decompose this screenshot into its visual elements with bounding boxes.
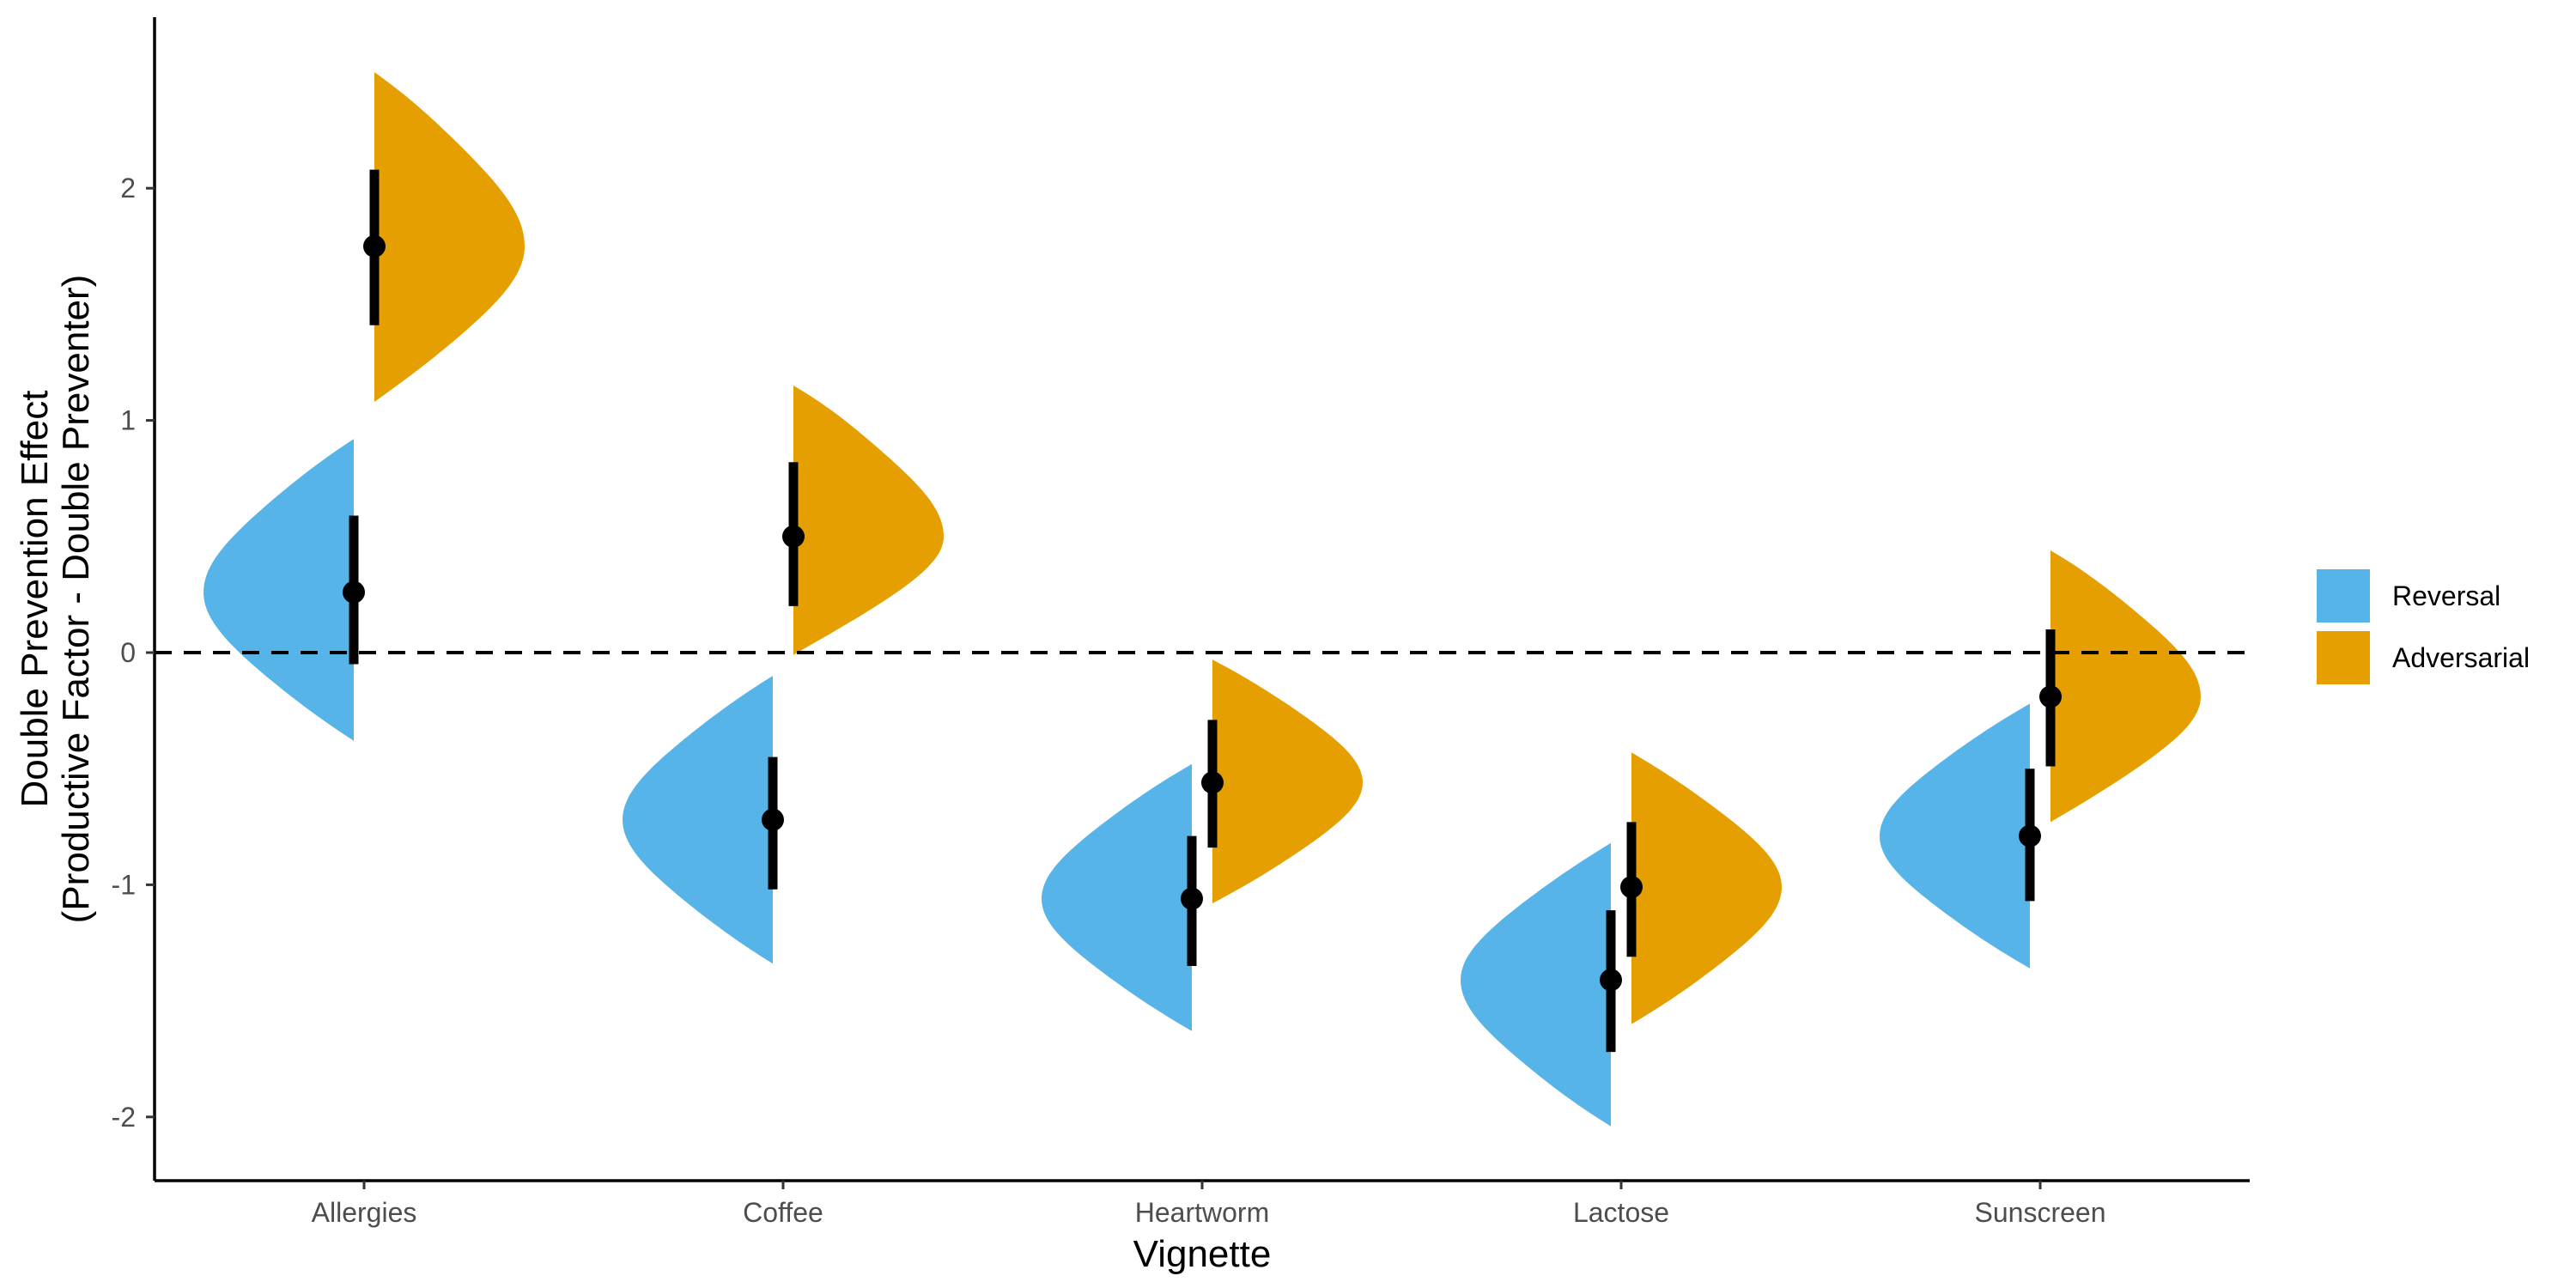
violin-adversarial-sunscreen	[2050, 550, 2201, 823]
violin-reversal-lactose	[1461, 842, 1611, 1127]
y-tick-label: -2	[112, 1102, 136, 1133]
legend-label-adversarial: Adversarial	[2392, 642, 2530, 673]
x-tick-label: Coffee	[743, 1197, 823, 1228]
legend: Reversal Adversarial	[2317, 569, 2530, 684]
violin-adversarial-lactose	[1631, 752, 1782, 1024]
point-adversarial-allergies	[363, 234, 386, 258]
violin-reversal-allergies	[204, 439, 354, 741]
point-reversal-lactose	[1600, 969, 1622, 992]
legend-label-reversal: Reversal	[2392, 580, 2500, 611]
violin-adversarial-heartworm	[1212, 659, 1363, 904]
point-adversarial-heartworm	[1201, 771, 1224, 794]
point-adversarial-sunscreen	[2039, 685, 2062, 708]
point-reversal-coffee	[762, 808, 784, 831]
violin-adversarial-allergies	[374, 72, 525, 402]
x-tick-label: Sunscreen	[1975, 1197, 2106, 1228]
violin-reversal-sunscreen	[1880, 703, 2030, 969]
violin-layer	[204, 72, 2201, 1127]
point-reversal-allergies	[343, 580, 365, 604]
violin-reversal-coffee	[623, 676, 773, 964]
y-tick-label: -1	[112, 869, 136, 900]
x-axis-ticks: Allergies Coffee Heartworm Lactose Sunscreen	[312, 1181, 2106, 1228]
point-adversarial-lactose	[1620, 876, 1643, 899]
violin-reversal-heartworm	[1042, 763, 1192, 1031]
x-tick-label: Lactose	[1573, 1197, 1669, 1228]
y-axis-ticks: -2 -1 0 1 2	[112, 173, 155, 1133]
y-tick-label: 2	[120, 173, 136, 204]
interval-layer	[343, 169, 2062, 1053]
svg-text:Double Prevention Effect(Produ: Double Prevention Effect(Productive Fact…	[14, 275, 97, 924]
x-tick-label: Allergies	[312, 1197, 417, 1228]
y-tick-label: 0	[120, 637, 136, 668]
y-tick-label: 1	[120, 405, 136, 436]
legend-key-reversal	[2317, 569, 2370, 623]
y-axis-title: Double Prevention Effect(Productive Fact…	[14, 275, 97, 924]
point-adversarial-coffee	[782, 525, 805, 548]
violin-adversarial-coffee	[793, 386, 944, 655]
point-reversal-heartworm	[1181, 887, 1203, 910]
legend-key-adversarial	[2317, 631, 2370, 684]
x-tick-label: Heartworm	[1135, 1197, 1269, 1228]
x-axis-title: Vignette	[1133, 1233, 1272, 1275]
point-reversal-sunscreen	[2019, 824, 2041, 848]
